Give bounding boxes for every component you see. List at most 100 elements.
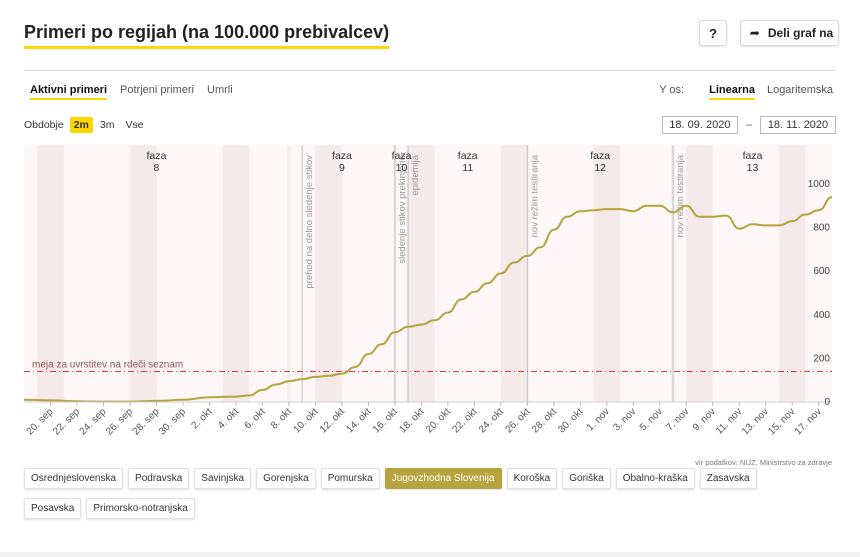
line-chart: prehod na delno sledenje stikov sledenje … — [23, 145, 833, 437]
x-tick-label: 20. sep — [25, 406, 56, 437]
event-label: sledenje stikov prekinjeno — [397, 155, 408, 264]
region-button[interactable]: Gorenjska — [256, 468, 316, 489]
x-tick-label: 28. okt — [530, 406, 559, 435]
chart-title-wrap: Primeri po regijah (na 100.000 prebivalc… — [24, 22, 390, 49]
y-axis-log-option[interactable]: Logaritemska — [766, 84, 833, 96]
x-tick-label: 22. sep — [51, 406, 82, 437]
x-tick-label: 22. okt — [450, 406, 479, 435]
threshold-group: meja za uvrstitev na rdeči seznam — [24, 359, 832, 372]
region-button[interactable]: Obalno-kraška — [615, 468, 695, 489]
phase-label: faza 9 — [332, 150, 352, 174]
series-group — [23, 196, 833, 403]
region-button[interactable]: Jugovzhodna Slovenija — [384, 468, 502, 489]
phase-label: faza 11 — [458, 150, 478, 174]
weekend-band — [222, 145, 250, 402]
y-axis-scale-control: Y os: Linearna Logaritemska — [659, 84, 833, 100]
event-label: epidemija — [410, 154, 421, 195]
region-button[interactable]: Primorsko-notranjska — [86, 498, 195, 519]
x-tick-label: 10. okt — [292, 406, 321, 435]
x-tick-label: 28. sep — [131, 406, 162, 437]
x-tick-label: 30. sep — [157, 406, 188, 437]
phase-label: faza 13 — [743, 150, 763, 174]
region-button[interactable]: Goriška — [562, 468, 611, 489]
weekend-band — [129, 145, 157, 402]
x-tick-label: 20. okt — [424, 406, 453, 435]
x-tick-label: 3. nov — [611, 406, 638, 433]
date-from-input[interactable]: 18. 09. 2020 — [661, 116, 738, 134]
chart-background — [24, 145, 832, 402]
x-tick-label: 5. nov — [638, 406, 665, 433]
y-tick-label: 800 — [813, 223, 830, 234]
tab-deaths[interactable]: Umrli — [207, 84, 233, 96]
tab-active-cases[interactable]: Aktivni primeri — [30, 84, 108, 100]
weekend-band — [315, 145, 342, 402]
y-axis-linear-option[interactable]: Linearna — [709, 84, 755, 100]
x-tick-label: 14. okt — [345, 406, 374, 435]
region-button[interactable]: Pomurska — [320, 468, 380, 489]
phase-label: faza 12 — [590, 150, 610, 174]
x-tick-label: 15. nov — [766, 406, 797, 437]
x-tick-label: 24. okt — [477, 406, 506, 435]
period-selector: Obdobje 2m 3m Vse — [24, 117, 151, 133]
x-tick-label: 18. okt — [397, 406, 426, 435]
event-label: nov režim testiranja — [529, 154, 540, 237]
y-tick-label: 400 — [813, 310, 830, 321]
share-button-label: Deli graf na — [767, 26, 834, 40]
tab-confirmed-cases[interactable]: Potrjeni primeri — [120, 84, 194, 96]
weekend-band — [779, 145, 806, 402]
period-2m-button[interactable]: 2m — [69, 117, 93, 133]
period-all-button[interactable]: Vse — [125, 119, 144, 131]
period-3m-button[interactable]: 3m — [99, 119, 115, 131]
y-tick-label: 1000 — [808, 179, 831, 190]
series-line — [23, 196, 833, 403]
data-source-note: vir podatkov: NIJZ, Ministrstvo za zdrav… — [695, 458, 832, 467]
x-tick-label: 11. nov — [714, 406, 744, 436]
weekend-band — [593, 145, 621, 402]
phase-label: faza 8 — [147, 150, 167, 174]
x-tick-label: 16. okt — [371, 406, 400, 435]
date-range-separator: – — [745, 119, 752, 131]
x-tick-label: 30. okt — [556, 406, 585, 435]
chart-title: Primeri po regijah (na 100.000 prebivalc… — [24, 22, 390, 49]
region-button[interactable]: Podravska — [128, 468, 190, 489]
x-tick-label: 13. nov — [740, 406, 771, 437]
weekend-band — [37, 145, 64, 402]
date-range: 18. 09. 2020 – 18. 11. 2020 — [661, 116, 836, 134]
share-button[interactable]: ➦ Deli graf na — [740, 20, 839, 46]
y-tick-label: 200 — [813, 353, 830, 364]
event-lines: prehod na delno sledenje stikov sledenje … — [301, 145, 686, 402]
event-label: nov režim testiranja — [675, 154, 686, 237]
x-tick-label: 17. nov — [793, 406, 824, 437]
period-label: Obdobje — [24, 119, 64, 131]
x-tick-label: 1. nov — [585, 406, 612, 433]
region-selector: Osrednjeslovenska Podravska Savinjska Goren… — [24, 468, 804, 528]
x-tick-label: 4. okt — [216, 406, 241, 431]
x-tick-label: 12. okt — [318, 406, 347, 435]
y-axis-label: Y os: — [659, 84, 685, 96]
phase-label: faza 10 — [392, 150, 412, 174]
region-button[interactable]: Osrednjeslovenska — [24, 468, 124, 489]
region-button[interactable]: Savinjska — [194, 468, 252, 489]
region-button[interactable]: Posavska — [24, 498, 82, 519]
help-button[interactable]: ? — [699, 20, 727, 46]
weekend-band — [686, 145, 713, 402]
threshold-label: meja za uvrstitev na rdeči seznam — [32, 359, 183, 370]
x-tick-label: 6. okt — [242, 406, 267, 431]
metric-tabs: Aktivni primeri Potrjeni primeri Umrli — [30, 84, 246, 100]
weekend-band — [500, 145, 528, 402]
x-tick-label: 24. sep — [78, 406, 109, 437]
weekend-band — [408, 145, 435, 402]
event-label: prehod na delno sledenje stikov — [304, 155, 315, 289]
header-divider — [24, 70, 836, 71]
y-tick-label: 600 — [813, 266, 830, 277]
phase-labels: faza 8 faza 9 faza 10 faza 11 faza 12 faza 13 — [147, 150, 763, 174]
x-tick-label: 7. nov — [664, 406, 691, 433]
x-tick-label: 26. okt — [503, 406, 532, 435]
share-arrow-icon: ➦ — [749, 26, 760, 40]
x-tick-label: 2. okt — [189, 406, 214, 431]
region-button[interactable]: Zasavska — [699, 468, 757, 489]
region-button[interactable]: Koroška — [506, 468, 558, 489]
phase-boundary — [286, 145, 291, 402]
y-tick-label: 0 — [824, 397, 830, 408]
date-to-input[interactable]: 18. 11. 2020 — [760, 116, 836, 134]
